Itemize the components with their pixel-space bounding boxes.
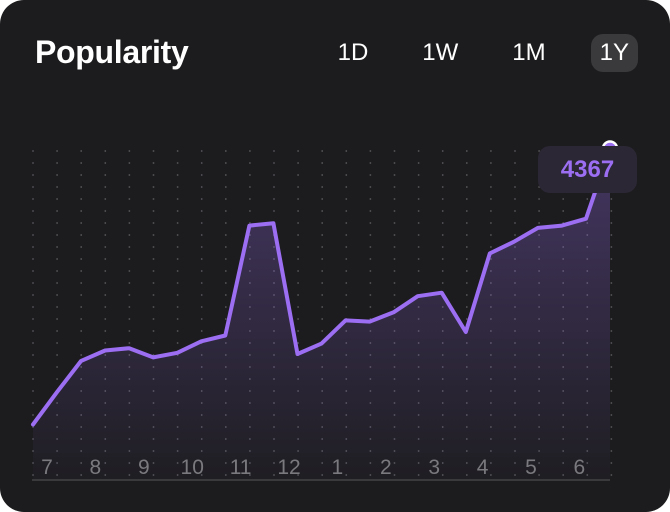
x-axis-label: 12 bbox=[277, 456, 300, 479]
x-axis-label: 9 bbox=[138, 456, 150, 479]
x-axis-label: 10 bbox=[181, 456, 204, 479]
x-axis-label: 5 bbox=[525, 456, 537, 479]
time-range-selector: 1D 1W 1M 1Y bbox=[329, 34, 638, 72]
x-axis-label: 2 bbox=[380, 456, 392, 479]
current-value-badge: 4367 bbox=[538, 146, 637, 193]
range-1y-button[interactable]: 1Y bbox=[590, 34, 638, 72]
chart-area bbox=[33, 148, 610, 480]
x-axis-label: 4 bbox=[477, 456, 489, 479]
range-1d-button[interactable]: 1D bbox=[329, 34, 378, 72]
x-axis-labels: 7 8 9 10 11 12 1 2 3 4 5 6 bbox=[41, 456, 585, 479]
range-1w-button[interactable]: 1W bbox=[413, 34, 467, 72]
x-axis-label: 3 bbox=[428, 456, 440, 479]
chart-line bbox=[31, 146, 612, 427]
x-axis-label: 7 bbox=[41, 456, 53, 479]
x-axis-label: 8 bbox=[90, 456, 102, 479]
x-axis-label: 1 bbox=[332, 456, 344, 479]
range-1m-button[interactable]: 1M bbox=[503, 34, 554, 72]
card-title: Popularity bbox=[35, 34, 189, 70]
x-axis-label: 6 bbox=[574, 456, 586, 479]
x-axis-label: 11 bbox=[230, 456, 252, 479]
